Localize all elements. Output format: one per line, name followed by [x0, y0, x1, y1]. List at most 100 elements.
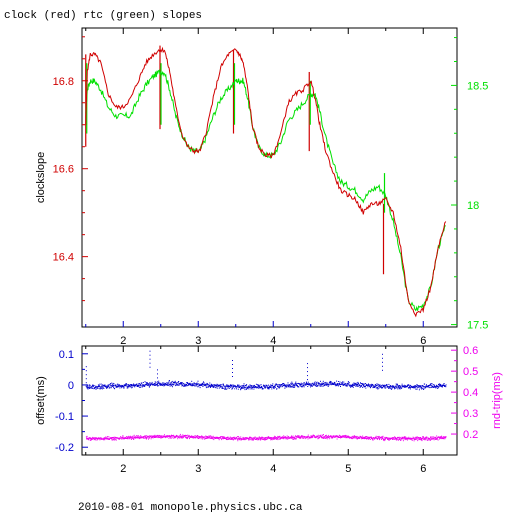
outlier-point: [232, 364, 233, 365]
offset-point: [123, 384, 125, 386]
rndtrip-point: [218, 438, 220, 440]
offset-point: [330, 384, 332, 386]
offset-point: [424, 387, 426, 389]
offset-point: [397, 384, 399, 386]
offset-point: [99, 383, 101, 385]
rndtrip-point: [314, 435, 316, 437]
offset-point: [324, 384, 325, 386]
rndtrip-point: [222, 436, 224, 438]
rndtrip-point: [391, 437, 393, 439]
offset-point: [293, 383, 295, 385]
rndtrip-point: [438, 438, 440, 440]
rndtrip-point: [90, 439, 92, 441]
offset-point: [207, 383, 209, 385]
rndtrip-point: [433, 438, 435, 440]
offset-point: [295, 383, 297, 385]
rndtrip-point: [170, 437, 172, 439]
offset-point: [190, 384, 192, 386]
offset-point: [182, 384, 184, 386]
offset-point: [249, 387, 251, 388]
rndtrip-point: [271, 439, 273, 441]
rndtrip-point: [340, 436, 342, 438]
offset-point: [322, 383, 324, 385]
offset-point: [269, 387, 270, 389]
rndtrip-point: [203, 438, 205, 440]
offset-point: [309, 383, 311, 385]
offset-point: [88, 386, 90, 388]
rndtrip-point: [419, 437, 420, 439]
rndtrip-point: [214, 436, 216, 438]
rndtrip-point: [314, 436, 316, 438]
offset-point: [319, 385, 321, 387]
offset-point: [293, 385, 295, 387]
offset-point: [355, 385, 357, 387]
offset-point: [144, 385, 146, 387]
offset-point: [348, 382, 350, 384]
rndtrip-point: [345, 434, 347, 436]
rndtrip-points: [85, 433, 447, 442]
offset-point: [212, 386, 214, 388]
offset-point: [188, 384, 190, 386]
rndtrip-point: [231, 437, 233, 439]
rndtrip-point: [225, 438, 227, 440]
rndtrip-point: [181, 436, 183, 438]
offset-point: [169, 383, 171, 385]
offset-point: [364, 385, 366, 387]
offset-point: [414, 385, 416, 387]
bottom-y-tick-label: -0.2: [55, 442, 74, 454]
offset-point: [390, 385, 392, 387]
rndtrip-point: [256, 438, 257, 440]
offset-point: [123, 386, 124, 388]
offset-point: [294, 386, 296, 388]
offset-point: [259, 387, 261, 389]
offset-point: [320, 384, 322, 386]
offset-point: [244, 386, 246, 388]
rndtrip-point: [318, 436, 320, 438]
rndtrip-point: [435, 437, 437, 439]
rndtrip-point: [236, 437, 238, 439]
offset-point: [388, 387, 389, 389]
offset-point: [352, 386, 354, 388]
offset-point: [265, 386, 267, 388]
offset-point: [360, 382, 361, 384]
rndtrip-point: [104, 439, 106, 441]
rndtrip-point: [282, 438, 284, 440]
rndtrip-point: [258, 439, 260, 441]
rndtrip-point: [325, 434, 327, 436]
rndtrip-point: [350, 437, 352, 439]
rndtrip-point: [333, 435, 334, 437]
offset-point: [299, 383, 301, 385]
rndtrip-point: [245, 437, 247, 439]
offset-point: [307, 384, 309, 385]
rndtrip-point: [361, 438, 363, 439]
offset-point: [124, 384, 126, 386]
offset-point: [373, 386, 375, 388]
rndtrip-point: [421, 440, 423, 442]
offset-point: [394, 388, 396, 390]
rndtrip-point: [254, 436, 256, 438]
rndtrip-point: [328, 438, 330, 440]
offset-point: [382, 384, 384, 386]
rndtrip-point: [202, 438, 203, 440]
offset-point: [170, 384, 172, 386]
offset-point: [321, 385, 323, 387]
rndtrip-point: [212, 436, 214, 438]
rndtrip-point: [154, 434, 156, 436]
rndtrip-point: [434, 436, 436, 438]
offset-point: [200, 383, 202, 385]
rndtrip-point: [307, 438, 309, 440]
offset-point: [350, 386, 352, 387]
rndtrip-point: [398, 436, 400, 438]
footer-caption: 2010-08-01 monopole.physics.ubc.ca: [78, 502, 303, 512]
offset-point: [412, 386, 414, 387]
rndtrip-point: [441, 438, 443, 440]
rndtrip-point: [228, 437, 230, 439]
offset-point: [135, 384, 137, 386]
rndtrip-point: [426, 437, 427, 439]
rndtrip-point: [152, 437, 154, 439]
offset-point: [368, 385, 370, 387]
offset-point: [336, 383, 338, 384]
offset-point: [211, 384, 213, 386]
rndtrip-point: [178, 435, 180, 437]
offset-point: [138, 384, 140, 386]
